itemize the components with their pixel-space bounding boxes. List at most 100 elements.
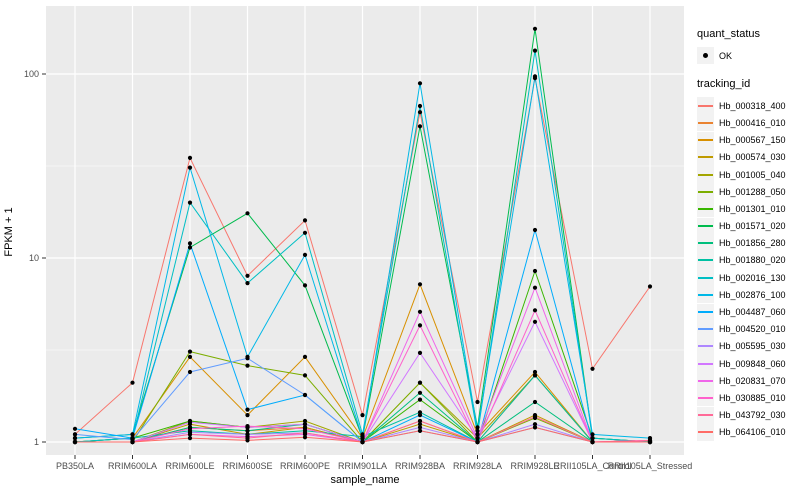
data-point [590,366,595,371]
legend-entry: Hb_001880_020 [697,251,799,269]
line-swatch-icon [698,379,713,382]
legend-entries: Hb_000318_400 Hb_000416_010 Hb_000567_15… [697,97,799,441]
data-point [532,74,538,79]
data-point [302,426,308,431]
data-point [475,432,480,437]
x-tick-label: RRIM600LA [108,461,157,471]
data-point [532,48,538,53]
legend-key-point [697,47,714,65]
data-point [532,227,538,233]
data-point [302,430,308,435]
line-swatch-icon [698,259,713,262]
data-point [417,110,423,115]
legend: quant_status OK tracking_id Hb_000318_40… [697,28,799,455]
line-swatch-icon [698,328,713,331]
legend-title-tracking-id: tracking_id [697,78,751,91]
legend-key-line [697,423,714,441]
legend-entry: Hb_005595_030 [697,337,799,355]
data-point [417,425,423,430]
data-point [187,354,193,359]
data-point [590,432,595,437]
data-point [130,439,135,445]
legend-entry-label: Hb_001288_050 [719,186,786,197]
y-tick-label: 1 [34,437,39,447]
legend-entry: Hb_002876_100 [697,286,799,304]
data-point [475,399,480,405]
legend-entry: Hb_020831_070 [697,372,799,390]
legend-entry-ok: OK [697,47,799,65]
data-point [302,230,308,235]
line-swatch-icon [698,173,713,176]
data-point [532,373,538,378]
data-point [302,418,308,424]
data-point [475,425,480,430]
data-point [302,422,308,427]
data-point [417,413,423,418]
legend-entry: Hb_001288_050 [697,183,799,201]
data-point [187,436,193,441]
x-tick-label: RRIM928BA [395,461,445,471]
point-icon [703,53,708,59]
data-point [302,283,308,288]
legend-entry: Hb_001301_010 [697,200,799,218]
legend-key-line [697,217,714,235]
data-point [475,439,480,445]
data-point [72,426,78,431]
data-point [532,285,538,290]
data-point [245,273,250,278]
data-point [187,369,193,375]
legend-entry: Hb_002016_130 [697,269,799,287]
data-point [72,436,78,441]
data-point [245,438,250,443]
legend-entry: Hb_000574_030 [697,148,799,166]
data-point [590,436,595,441]
legend-key-line [697,114,714,132]
legend-key-line [697,183,714,201]
legend-key-line [697,389,714,407]
data-point [360,439,365,445]
line-swatch-icon [698,242,713,245]
legend-entry: Hb_000416_010 [697,114,799,132]
data-point [647,439,653,445]
data-point [532,369,538,375]
legend-entry: Hb_004487_060 [697,303,799,321]
legend-key-line [697,303,714,321]
legend-entry-label: Hb_001301_010 [719,203,786,214]
legend-key-line [697,234,714,252]
y-tick-label: 10 [29,253,39,263]
data-point [72,432,78,437]
legend-entry: Hb_001856_280 [697,234,799,252]
data-point [187,155,193,160]
data-point [187,245,193,250]
data-point [72,439,78,445]
legend-entry: Hb_004520_010 [697,320,799,338]
legend-entry-label: Hb_030885_010 [719,392,786,403]
data-point [475,428,480,433]
data-point [360,413,365,418]
legend-entry-label: Hb_009848_060 [719,358,786,369]
data-point [360,432,365,437]
data-point [130,380,135,385]
x-tick-label: RRII105LA_Control [553,461,631,471]
line-swatch-icon [698,207,713,210]
data-point [532,319,538,324]
data-point [417,81,423,86]
legend-group-quant-status: quant_status OK [697,28,799,65]
data-point [245,211,250,216]
legend-entry-label: Hb_002876_100 [719,289,786,300]
line-swatch-icon [698,311,713,314]
data-point [647,284,653,289]
line-swatch-icon [698,139,713,142]
legend-key-line [697,131,714,149]
line-swatch-icon [698,396,713,399]
data-point [417,380,423,385]
x-tick-label: PB350LA [56,461,94,471]
plot-panel [46,6,684,455]
legend-entry-label: Hb_001880_020 [719,255,786,266]
data-point [187,349,193,354]
legend-key-line [697,97,714,115]
data-point [245,281,250,286]
data-point [532,414,538,419]
data-point [532,268,538,274]
legend-entry-label: Hb_001571_020 [719,221,786,232]
